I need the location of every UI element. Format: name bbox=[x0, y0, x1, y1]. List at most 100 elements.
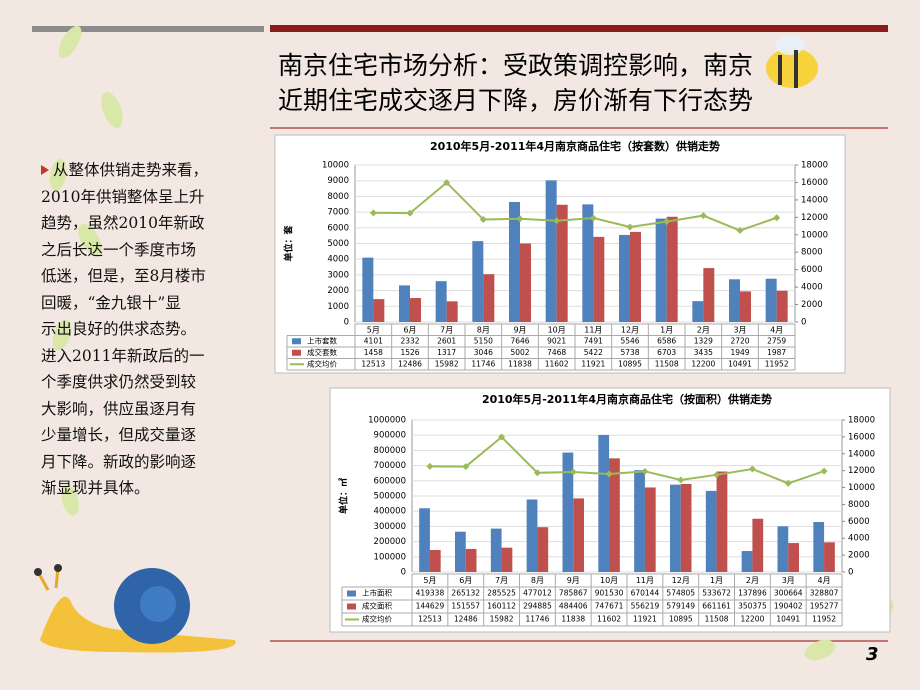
chart-title: 2010年5月-2011年4月南京商品住宅（按套数）供销走势 bbox=[430, 139, 720, 153]
table-value: 3435 bbox=[694, 348, 713, 357]
table-value: 901530 bbox=[595, 589, 624, 598]
table-value: 11838 bbox=[508, 359, 532, 368]
line-marker bbox=[369, 209, 377, 217]
table-value: 2601 bbox=[437, 336, 456, 345]
table-value: 10895 bbox=[618, 359, 642, 368]
y2-tick-label: 4000 bbox=[801, 283, 823, 293]
table-value: 11838 bbox=[561, 615, 585, 624]
table-value: 11921 bbox=[633, 615, 657, 624]
legend-swatch bbox=[292, 338, 301, 345]
table-value: 747671 bbox=[595, 602, 624, 611]
table-value: 144629 bbox=[416, 602, 445, 611]
table-value: 11508 bbox=[655, 359, 679, 368]
legend-label: 成交面积 bbox=[362, 601, 392, 611]
body-line: 月下降。新政的影响逐 bbox=[41, 452, 197, 471]
y-tick-label: 700000 bbox=[374, 461, 406, 471]
bar bbox=[680, 483, 692, 572]
y-tick-label: 8000 bbox=[327, 192, 349, 202]
table-value: 11952 bbox=[812, 615, 836, 624]
bar bbox=[670, 484, 681, 572]
table-value: 12486 bbox=[398, 359, 422, 368]
table-value: 11952 bbox=[765, 359, 789, 368]
table-value: 574805 bbox=[666, 589, 695, 598]
y-tick-label: 800000 bbox=[374, 446, 406, 456]
line-series bbox=[373, 181, 777, 232]
table-value: 190402 bbox=[774, 602, 803, 611]
bar bbox=[455, 531, 466, 572]
bar bbox=[509, 201, 520, 322]
line-marker bbox=[443, 179, 451, 187]
line-marker bbox=[553, 217, 561, 225]
y2-tick-label: 14000 bbox=[801, 195, 828, 205]
table-value: 2720 bbox=[730, 336, 749, 345]
x-tick-label: 11月 bbox=[584, 325, 602, 334]
y2-tick-label: 16000 bbox=[848, 432, 875, 442]
legend-label: 成交均价 bbox=[307, 358, 337, 368]
y-axis-title: 单位：套 bbox=[283, 225, 295, 262]
bullet bbox=[41, 165, 49, 175]
table-value: 1949 bbox=[730, 348, 749, 357]
table-value: 1458 bbox=[364, 348, 383, 357]
table-value: 300664 bbox=[774, 589, 803, 598]
table-value: 15982 bbox=[490, 615, 514, 624]
y-tick-label: 900000 bbox=[374, 431, 406, 441]
y-tick-label: 5000 bbox=[327, 239, 349, 249]
body-line: 示出良好的供求态势。 bbox=[41, 320, 197, 338]
x-tick-label: 4月 bbox=[818, 576, 831, 585]
table-value: 4101 bbox=[364, 336, 383, 345]
title-line: 近期住宅成交逐月下降，房价渐有下行态势 bbox=[278, 86, 754, 115]
body-line: 个季度供求仍然受到较 bbox=[41, 373, 197, 391]
y2-tick-label: 10000 bbox=[848, 483, 875, 493]
bar bbox=[410, 298, 421, 322]
line-marker bbox=[736, 226, 744, 234]
table-value: 3046 bbox=[474, 348, 493, 357]
bar bbox=[729, 279, 740, 322]
table-value: 556219 bbox=[631, 602, 660, 611]
bar bbox=[373, 299, 385, 322]
y-tick-label: 1000 bbox=[327, 302, 349, 312]
table-value: 785867 bbox=[559, 589, 588, 598]
legend-label: 成交均价 bbox=[362, 614, 392, 624]
bar bbox=[776, 290, 788, 322]
bar bbox=[703, 268, 715, 322]
table-value: 661161 bbox=[702, 602, 731, 611]
y2-tick-label: 8000 bbox=[848, 500, 870, 510]
line-marker bbox=[516, 215, 524, 223]
x-tick-label: 1月 bbox=[660, 325, 673, 334]
y2-tick-label: 18000 bbox=[848, 416, 875, 426]
y2-tick-label: 0 bbox=[848, 568, 853, 578]
bar bbox=[788, 543, 799, 572]
bar bbox=[419, 508, 430, 572]
line-marker bbox=[569, 468, 577, 476]
slide-title: 南京住宅市场分析：受政策调控影响，南京 近期住宅成交逐月下降，房价渐有下行态势 bbox=[278, 48, 753, 118]
y2-tick-label: 2000 bbox=[848, 551, 870, 561]
x-tick-label: 6月 bbox=[403, 325, 416, 334]
bar bbox=[490, 528, 502, 572]
title-line: 南京住宅市场分析：受政策调控影响，南京 bbox=[278, 51, 754, 80]
leaves bbox=[49, 25, 894, 661]
body-line: 进入2011年新政后的一 bbox=[41, 346, 205, 365]
line-marker bbox=[426, 462, 434, 470]
x-tick-label: 2月 bbox=[746, 576, 759, 585]
y-tick-label: 400000 bbox=[374, 507, 406, 517]
bar bbox=[692, 301, 704, 322]
table-value: 1329 bbox=[694, 336, 713, 345]
x-tick-label: 7月 bbox=[495, 576, 508, 585]
table-value: 11508 bbox=[705, 615, 729, 624]
bar bbox=[634, 470, 645, 572]
y-tick-label: 1000000 bbox=[368, 416, 406, 426]
legend-label: 上市套数 bbox=[307, 335, 337, 345]
x-tick-label: 9月 bbox=[567, 576, 580, 585]
top-bar-red bbox=[270, 25, 888, 32]
table-value: 160112 bbox=[487, 602, 516, 611]
line-marker bbox=[820, 467, 828, 475]
table-value: 10895 bbox=[669, 615, 693, 624]
table-value: 12486 bbox=[454, 615, 478, 624]
bar bbox=[562, 452, 574, 572]
y-tick-label: 10000 bbox=[322, 161, 349, 171]
bar bbox=[630, 231, 641, 322]
bar bbox=[435, 281, 447, 322]
bar bbox=[824, 542, 835, 572]
line-marker bbox=[677, 476, 685, 484]
